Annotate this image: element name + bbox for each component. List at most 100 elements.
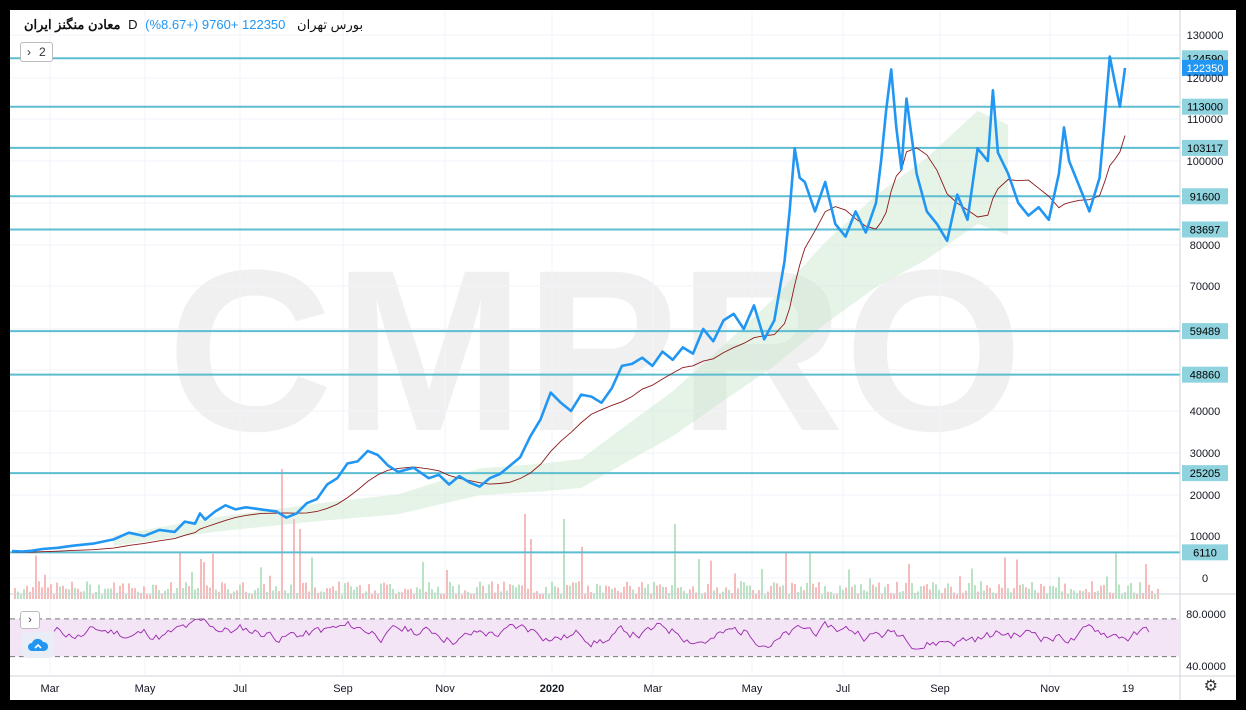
volume-bar (803, 590, 805, 599)
volume-bar (302, 582, 304, 599)
volume-bar (1061, 591, 1063, 599)
volume-bar (1058, 577, 1060, 599)
price-tick-label: 80000 (1190, 240, 1221, 252)
level-label: 113000 (1187, 102, 1223, 114)
volume-bar (320, 591, 322, 599)
rsi-tick-label: 80.0000 (1186, 609, 1226, 621)
volume-bar (59, 586, 61, 599)
level-label: 6110 (1193, 547, 1217, 559)
volume-bar (668, 593, 670, 599)
volume-bar (413, 594, 415, 599)
volume-bar (995, 593, 997, 599)
volume-bar (179, 553, 181, 599)
volume-bar (857, 593, 859, 599)
volume-bar (740, 581, 742, 599)
volume-bar (89, 584, 91, 599)
timeframe[interactable]: D (128, 17, 138, 32)
volume-bar (62, 585, 64, 599)
chevron-right-icon: › (27, 45, 31, 59)
volume-bar (563, 519, 565, 599)
volume-bar (170, 582, 172, 599)
volume-bar (248, 593, 250, 599)
volume-bar (989, 587, 991, 599)
volume-bar (773, 582, 775, 599)
volume-bar (29, 591, 31, 599)
volume-bar (935, 584, 937, 599)
volume-bar (365, 591, 367, 599)
volume-bar (245, 591, 247, 599)
volume-bar (725, 587, 727, 599)
level-label-bg (1182, 98, 1228, 115)
chart-frame[interactable]: CMPRO 124590 113000 103117 91600 83697 59489 48… (10, 10, 1236, 700)
indicator-legend-toggle[interactable]: › 2 (20, 42, 53, 62)
volume-bar (200, 559, 202, 599)
price-tick-label: 20000 (1190, 490, 1221, 502)
volume-bar (521, 585, 523, 599)
volume-bar (260, 567, 262, 599)
volume-bar (506, 590, 508, 599)
volume-bar (1142, 592, 1144, 599)
volume-bar (218, 591, 220, 599)
volume-bar (698, 559, 700, 599)
volume-bar (254, 590, 256, 599)
volume-bar (299, 529, 301, 599)
time-tick-label: Nov (1040, 683, 1060, 695)
price-tick-label: 40000 (1190, 406, 1221, 418)
volume-bar (83, 591, 85, 599)
volume-bar (383, 582, 385, 599)
volume-bar (1073, 590, 1075, 599)
volume-bar (869, 578, 871, 599)
volume-bar (863, 590, 865, 599)
volume-bar (140, 593, 142, 599)
volume-bar (905, 582, 907, 599)
volume-bar (362, 593, 364, 599)
volume-bar (776, 583, 778, 599)
volume-bar (230, 593, 232, 599)
time-tick-label: Jul (836, 683, 850, 695)
volume-bar (680, 587, 682, 599)
volume-bar (161, 593, 163, 599)
volume-bar (146, 593, 148, 599)
volume-bar (476, 587, 478, 599)
level-label: 83697 (1190, 224, 1221, 236)
volume-bar (95, 591, 97, 599)
cloud-icon[interactable] (22, 632, 54, 658)
volume-bar (434, 592, 436, 599)
price-line (11, 55, 1127, 553)
symbol-name[interactable]: معادن منگنز ایران (24, 17, 121, 32)
volume-bar (902, 591, 904, 599)
chart-canvas[interactable]: CMPRO12459011300010311791600836975948948… (10, 10, 1236, 700)
volume-bar (599, 585, 601, 599)
volume-bar (755, 593, 757, 599)
volume-bar (818, 582, 820, 599)
volume-bar (368, 584, 370, 599)
volume-bar (332, 586, 334, 599)
volume-bar (653, 581, 655, 599)
volume-bar (815, 587, 817, 599)
volume-bar (941, 593, 943, 599)
volume-bar (1022, 584, 1024, 599)
volume-bar (1052, 585, 1054, 599)
volume-bar (977, 591, 979, 599)
volume-bar (344, 583, 346, 599)
volume-bar (551, 581, 553, 599)
volume-bar (1151, 590, 1153, 599)
last-price-label: 122350 (1187, 63, 1224, 75)
volume-bar (746, 585, 748, 599)
volume-bar (587, 585, 589, 599)
volume-bar (1112, 592, 1114, 599)
volume-bar (1133, 592, 1135, 599)
volume-bar (860, 584, 862, 599)
volume-bar (323, 591, 325, 599)
price-tick-label: 0 (1202, 573, 1208, 585)
volume-bar (1016, 559, 1018, 599)
volume-bar (605, 585, 607, 599)
volume-bar (263, 583, 265, 599)
volume-bar (695, 592, 697, 599)
rsi-legend-toggle[interactable]: › (20, 611, 40, 629)
gear-icon[interactable]: ⚙ (1203, 678, 1218, 695)
volume-bar (425, 591, 427, 599)
volume-bar (455, 593, 457, 599)
price-change: +9760 (+8.67%) (145, 17, 239, 32)
volume-bar (701, 594, 703, 599)
